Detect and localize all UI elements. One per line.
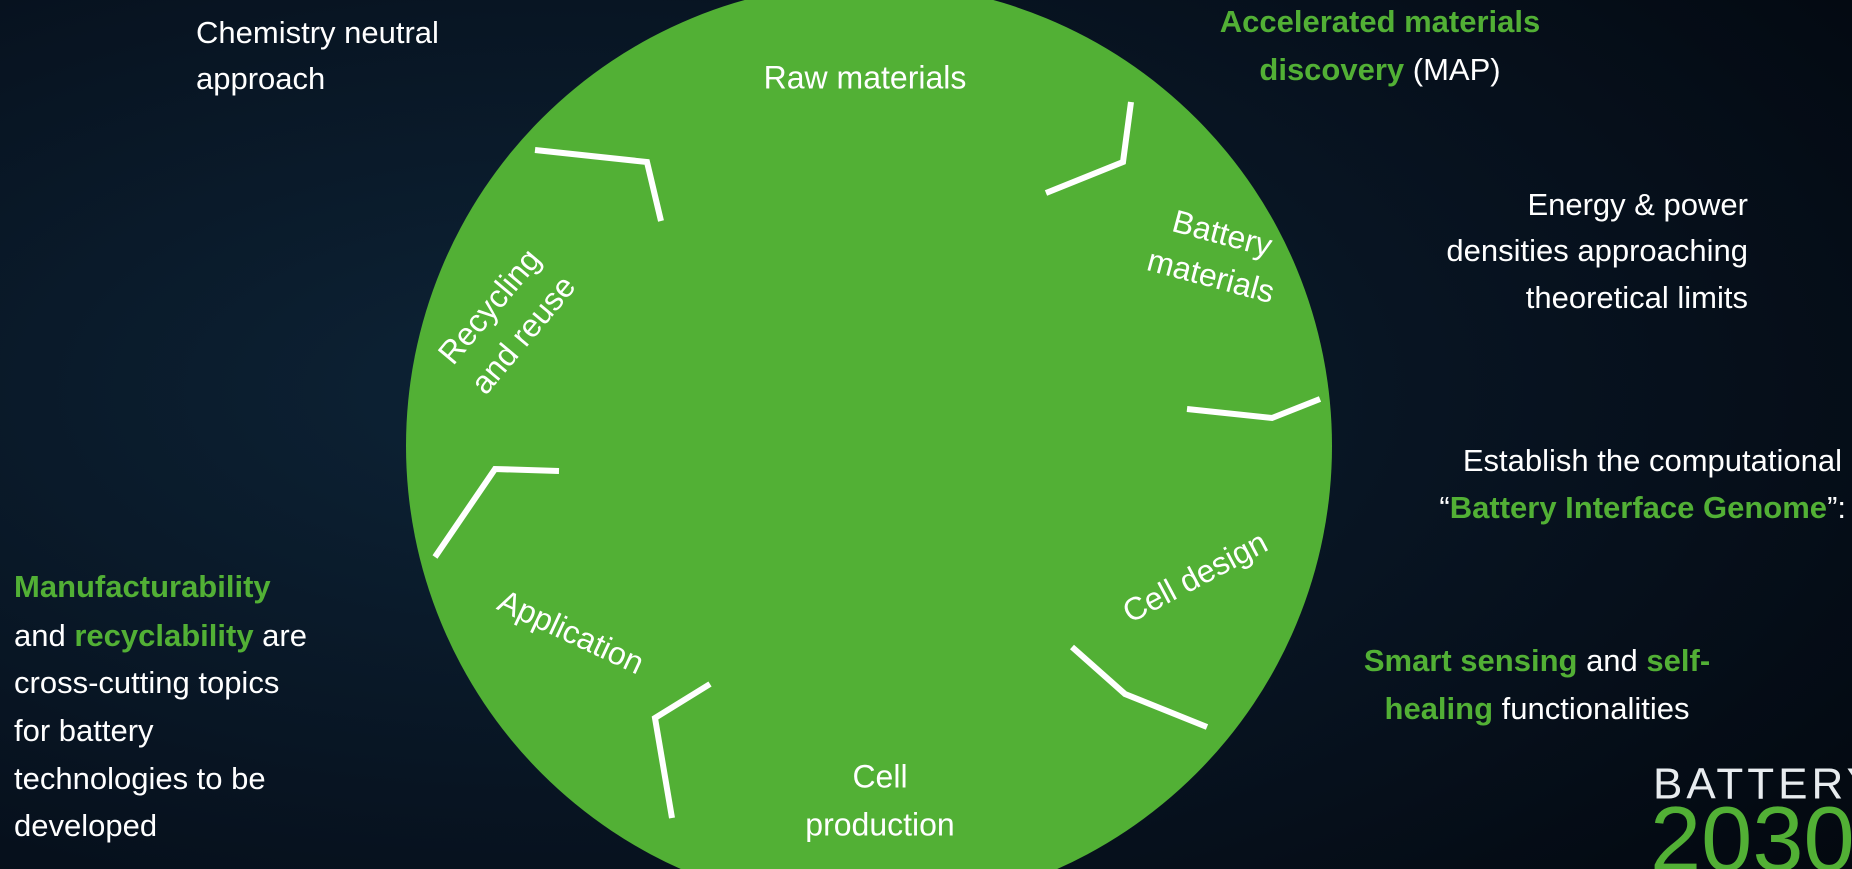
text: and — [14, 618, 74, 653]
note-text: for battery — [14, 713, 154, 748]
note-text: “Battery Interface Genome”: — [1439, 490, 1846, 525]
text: developed — [14, 808, 157, 843]
note-text: healing functionalities — [1385, 691, 1690, 726]
text: ”: — [1827, 490, 1846, 525]
text: cross-cutting topics — [14, 665, 279, 700]
text: for battery — [14, 713, 154, 748]
highlight: Battery Interface Genome — [1450, 490, 1827, 525]
note-text: technologies to be — [14, 761, 266, 796]
arrow — [1070, 644, 1209, 730]
note-text: developed — [14, 808, 157, 843]
highlight: healing — [1385, 691, 1494, 726]
arrow — [432, 465, 560, 559]
text: and — [1577, 643, 1646, 678]
note-text: Chemistry neutral — [196, 15, 439, 50]
text: “ — [1439, 490, 1449, 525]
highlight: Smart sensing — [1364, 643, 1578, 678]
text: (MAP) — [1404, 52, 1500, 87]
text: are — [254, 618, 307, 653]
stage-label: Raw materials — [764, 59, 967, 95]
text: functionalities — [1493, 691, 1689, 726]
note-text: Manufacturability — [14, 569, 271, 604]
note-text: and recyclability are — [14, 618, 307, 653]
logo-top: BATTERY — [1653, 760, 1852, 809]
arrow — [651, 681, 712, 819]
logo-bottom: 2030 — [1650, 788, 1852, 869]
arrow — [534, 147, 664, 222]
note-text: Establish the computational — [1463, 443, 1842, 478]
text: technologies to be — [14, 761, 266, 796]
note-text: Energy & power — [1527, 187, 1748, 222]
stage-label: production — [805, 806, 954, 842]
note-text: Accelerated materials — [1220, 4, 1541, 39]
note-text: cross-cutting topics — [14, 665, 279, 700]
arrow — [1044, 101, 1134, 196]
arrows — [432, 101, 1322, 819]
note-text: approach — [196, 61, 325, 96]
cycle-circle — [406, 0, 1332, 869]
highlight: Accelerated materials — [1220, 4, 1541, 39]
highlight: recyclability — [74, 618, 254, 653]
note-text: densities approaching — [1446, 233, 1748, 268]
note-text: theoretical limits — [1526, 280, 1748, 315]
highlight: Manufacturability — [14, 569, 271, 604]
note-text: discovery (MAP) — [1259, 52, 1500, 87]
arrow — [1186, 396, 1322, 422]
highlight: discovery — [1259, 52, 1405, 87]
note-text: Smart sensing and self- — [1364, 643, 1710, 678]
highlight: self- — [1646, 643, 1710, 678]
stage-label: Cell — [852, 758, 907, 794]
text: Establish the computational — [1463, 443, 1842, 478]
